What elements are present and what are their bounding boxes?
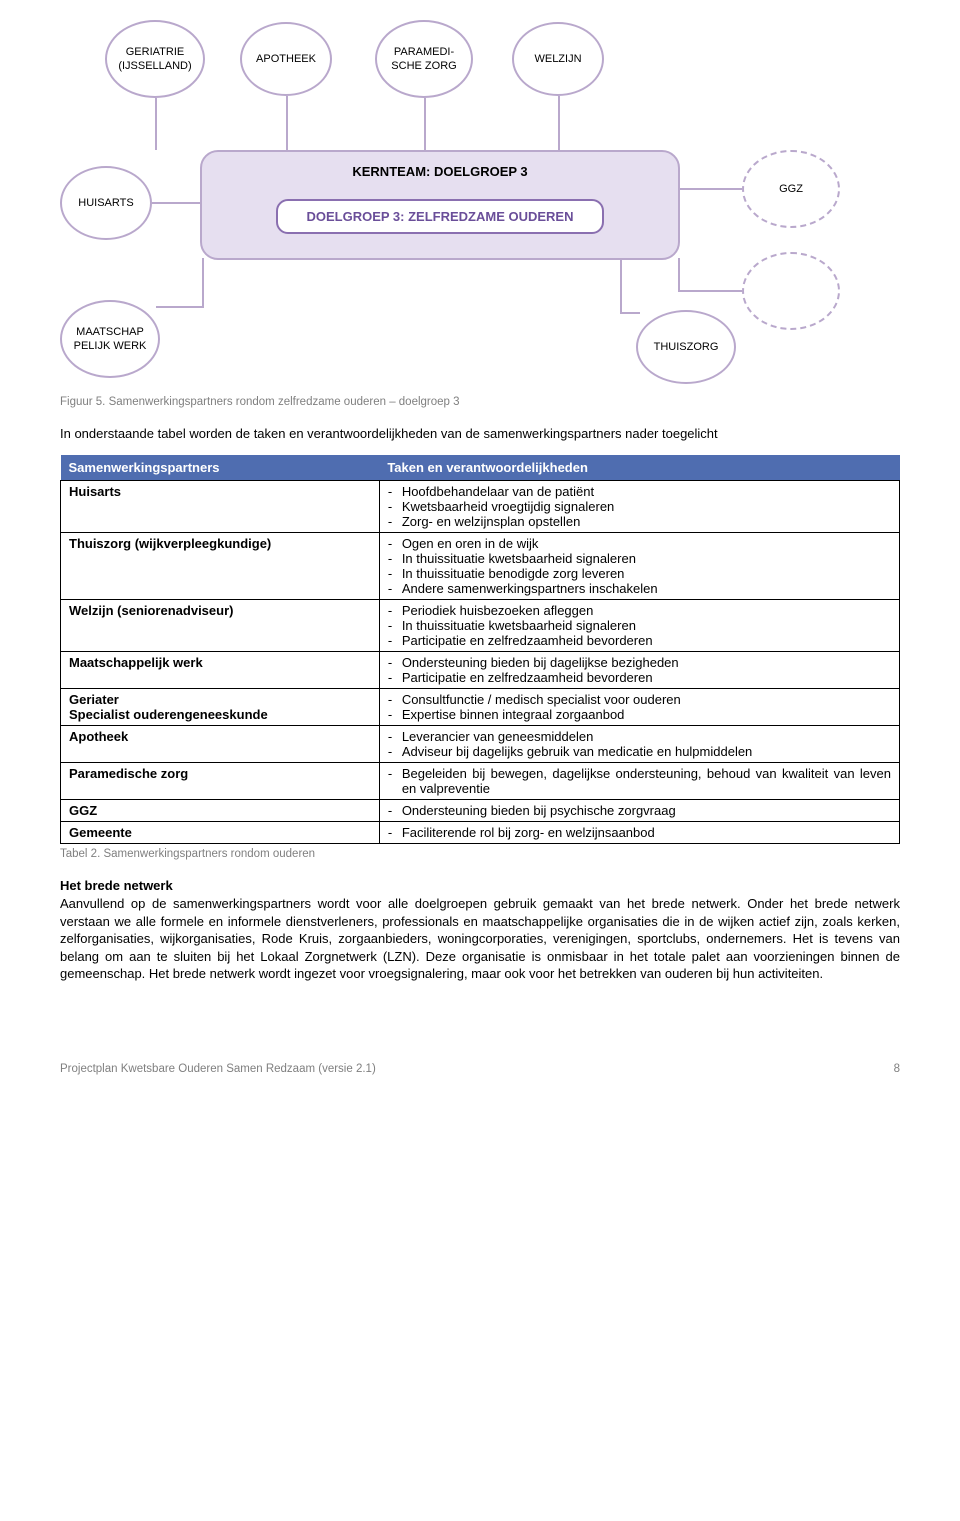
central-title: KERNTEAM: DOELGROEP 3 (352, 164, 527, 179)
table-cell-responsibilities: -Periodiek huisbezoeken afleggen-In thui… (379, 600, 899, 652)
node-empty-dashed (742, 252, 840, 330)
table-cell-label: Huisarts (61, 481, 380, 533)
table-cell-responsibilities: -Ondersteuning bieden bij psychische zor… (379, 800, 899, 822)
intro-text: In onderstaande tabel worden de taken en… (60, 426, 900, 441)
footer-right: 8 (894, 1063, 900, 1075)
connector (286, 96, 288, 150)
table2-caption: Tabel 2. Samenwerkingspartners rondom ou… (60, 848, 900, 860)
node-paramedische: PARAMEDI- SCHE ZORG (375, 20, 473, 98)
table-row: GGZ-Ondersteuning bieden bij psychische … (61, 800, 900, 822)
table-cell-label: Welzijn (seniorenadviseur) (61, 600, 380, 652)
node-apotheek: APOTHEEK (240, 22, 332, 96)
table-cell-label: Maatschappelijk werk (61, 652, 380, 689)
table-cell-label: Apotheek (61, 726, 380, 763)
connector (680, 188, 742, 190)
footer-left: Projectplan Kwetsbare Ouderen Samen Redz… (60, 1063, 376, 1075)
table-cell-label: Paramedische zorg (61, 763, 380, 800)
table-row: Thuiszorg (wijkverpleegkundige)-Ogen en … (61, 533, 900, 600)
table-cell-responsibilities: -Ogen en oren in de wijk-In thuissituati… (379, 533, 899, 600)
connector (156, 306, 204, 308)
table-cell-responsibilities: -Consultfunctie / medisch specialist voo… (379, 689, 899, 726)
page-footer: Projectplan Kwetsbare Ouderen Samen Redz… (60, 1063, 900, 1075)
table-row: Huisarts-Hoofdbehandelaar van de patiënt… (61, 481, 900, 533)
node-geriatrie: GERIATRIE (IJSSELLAND) (105, 20, 205, 98)
connector (620, 258, 622, 314)
table-cell-label: Gemeente (61, 822, 380, 844)
node-maatschappelijk: MAATSCHAP PELIJK WERK (60, 300, 160, 378)
table-row: Maatschappelijk werk-Ondersteuning biede… (61, 652, 900, 689)
table-cell-label: Thuiszorg (wijkverpleegkundige) (61, 533, 380, 600)
node-huisarts: HUISARTS (60, 166, 152, 240)
connector (202, 258, 204, 308)
inner-box: DOELGROEP 3: ZELFREDZAME OUDEREN (276, 199, 603, 234)
diagram-container: KERNTEAM: DOELGROEP 3 DOELGROEP 3: ZELFR… (60, 20, 900, 390)
table-row: Gemeente-Faciliterende rol bij zorg- en … (61, 822, 900, 844)
node-welzijn: WELZIJN (512, 22, 604, 96)
node-ggz: GGZ (742, 150, 840, 228)
table-cell-responsibilities: -Hoofdbehandelaar van de patiënt-Kwetsba… (379, 481, 899, 533)
connector (152, 202, 200, 204)
section-heading: Het brede netwerk (60, 878, 900, 893)
table-header-col1: Samenwerkingspartners (61, 455, 380, 481)
node-thuiszorg: THUISZORG (636, 310, 736, 384)
table-cell-responsibilities: -Ondersteuning bieden bij dagelijkse bez… (379, 652, 899, 689)
table-header-col2: Taken en verantwoordelijkheden (379, 455, 899, 481)
table-row: Welzijn (seniorenadviseur)-Periodiek hui… (61, 600, 900, 652)
body-paragraph: Aanvullend op de samenwerkingspartners w… (60, 895, 900, 983)
table-cell-responsibilities: -Leverancier van geneesmiddelen-Adviseur… (379, 726, 899, 763)
table-row: Geriater Specialist ouderengeneeskunde-C… (61, 689, 900, 726)
table-cell-label: GGZ (61, 800, 380, 822)
connector (424, 98, 426, 150)
table-row: Paramedische zorg-Begeleiden bij bewegen… (61, 763, 900, 800)
central-box: KERNTEAM: DOELGROEP 3 DOELGROEP 3: ZELFR… (200, 150, 680, 260)
partners-table: Samenwerkingspartners Taken en verantwoo… (60, 455, 900, 844)
table-row: Apotheek-Leverancier van geneesmiddelen-… (61, 726, 900, 763)
table-cell-label: Geriater Specialist ouderengeneeskunde (61, 689, 380, 726)
connector (155, 98, 157, 150)
table-cell-responsibilities: -Begeleiden bij bewegen, dagelijkse onde… (379, 763, 899, 800)
table-cell-responsibilities: -Faciliterende rol bij zorg- en welzijns… (379, 822, 899, 844)
connector (620, 312, 640, 314)
figure5-caption: Figuur 5. Samenwerkingspartners rondom z… (60, 396, 900, 408)
connector (558, 96, 560, 150)
connector (678, 258, 680, 292)
connector (678, 290, 742, 292)
